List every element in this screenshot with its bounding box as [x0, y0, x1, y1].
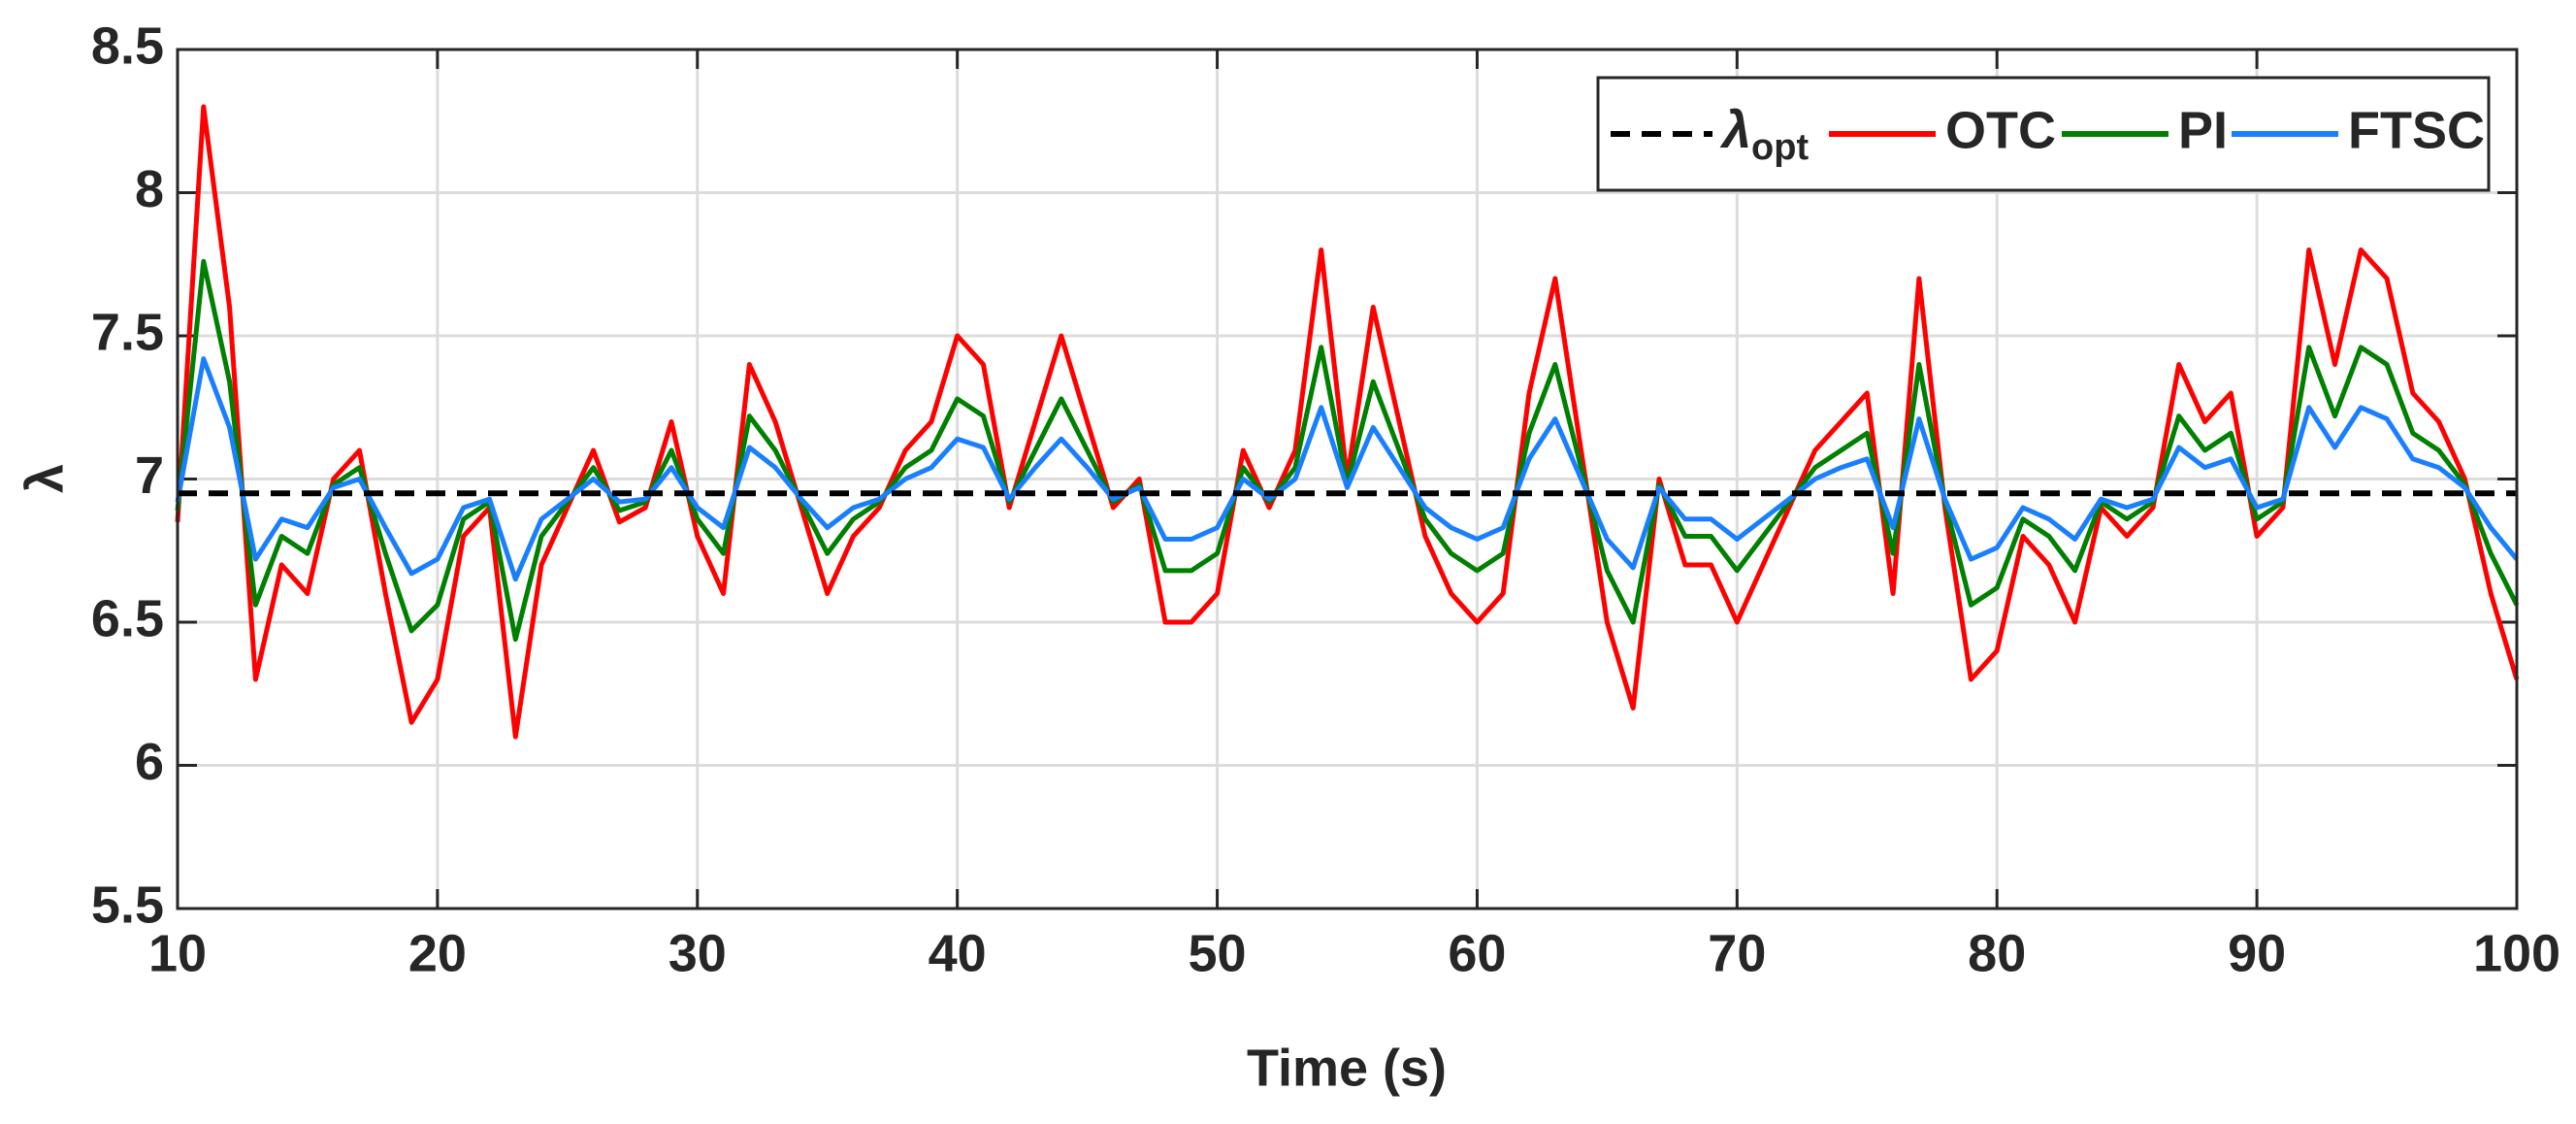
x-tick-label: 50	[1189, 924, 1247, 982]
legend-label: λopt	[1719, 101, 1809, 168]
legend-box	[1596, 76, 2491, 192]
legend: λopt OTC PI FTSC	[1596, 76, 2491, 192]
legend-label: PI	[2178, 101, 2228, 159]
legend-label: FTSC	[2348, 101, 2485, 159]
y-tick-label: 6.5	[91, 589, 164, 647]
y-tick-label: 6	[135, 733, 164, 791]
y-tick-label: 8	[135, 160, 164, 218]
x-axis-label: Time (s)	[1247, 1039, 1447, 1097]
y-axis-label: λ	[16, 464, 74, 493]
x-tick-label: 80	[1968, 924, 2026, 982]
y-tick-label: 5.5	[91, 876, 164, 934]
x-tick-label: 60	[1448, 924, 1506, 982]
legend-label: OTC	[1945, 101, 2056, 159]
x-tick-label: 70	[1708, 924, 1766, 982]
x-tick-label: 10	[148, 924, 207, 982]
x-tick-label: 20	[408, 924, 467, 982]
y-tick-label: 7	[135, 446, 164, 505]
x-tick-label: 90	[2228, 924, 2286, 982]
series-line	[175, 356, 2519, 582]
x-tick-label: 100	[2473, 924, 2560, 982]
y-tick-label: 8.5	[91, 17, 164, 75]
y-tick-label: 7.5	[91, 303, 164, 361]
x-tick-label: 30	[668, 924, 727, 982]
plot-border	[176, 48, 2519, 910]
x-tick-label: 40	[929, 924, 987, 982]
